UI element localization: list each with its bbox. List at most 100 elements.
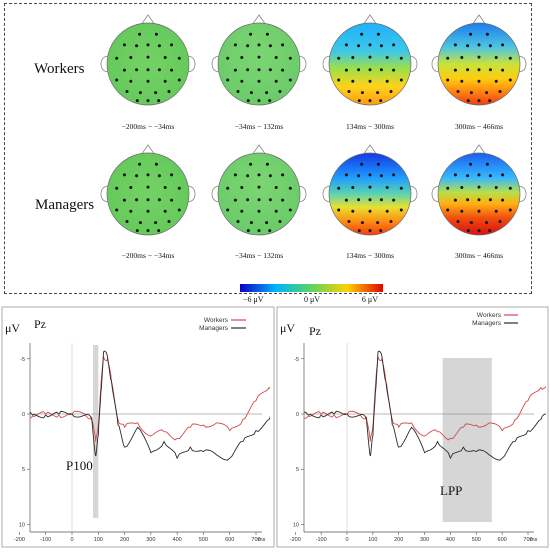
nose-icon <box>362 144 378 156</box>
electrode-dot <box>268 68 272 72</box>
ear-right-icon <box>187 185 196 203</box>
electrode-dot <box>265 221 269 225</box>
topomap-managers-2 <box>211 144 307 236</box>
electrode-dot <box>376 32 380 36</box>
electrode-dot <box>265 162 269 166</box>
caption-workers-1: −200ms − −34ms <box>122 122 175 131</box>
electrode-dot <box>170 173 174 177</box>
electrode-dot <box>368 209 372 213</box>
electrode-dot <box>368 229 372 233</box>
topomap-workers-1 <box>100 14 196 106</box>
electrode-dot <box>485 221 489 225</box>
electrode-dot <box>157 174 161 178</box>
x-tick-label: -100 <box>316 537 327 543</box>
electrode-dot <box>466 198 470 202</box>
colorbar <box>240 284 383 292</box>
right-channel-label: Pz <box>309 324 321 338</box>
x-unit-label: ms <box>530 537 538 543</box>
electrode-dot <box>376 221 380 225</box>
caption-managers-1: −200ms − −34ms <box>122 251 175 260</box>
legend-left-managers-label: Managers <box>199 325 229 332</box>
electrode-dot <box>246 229 250 233</box>
electrode-dot <box>399 78 403 82</box>
electrode-dot <box>357 44 361 48</box>
caption-managers-4: 300ms − 466ms <box>455 251 503 260</box>
electrode-dot <box>368 173 372 177</box>
erp-panel-right-frame <box>276 306 549 548</box>
ear-left-icon <box>211 55 220 73</box>
electrode-dot <box>379 68 383 72</box>
electrode-dot <box>146 198 150 202</box>
electrode-dot <box>278 220 282 223</box>
scalp-map <box>217 152 301 236</box>
electrode-dot <box>233 198 237 202</box>
electrode-dot <box>257 79 261 83</box>
electrode-dot <box>257 229 261 233</box>
topomap-workers-3 <box>322 14 418 106</box>
electrode-dot <box>146 79 150 83</box>
lpp-annotation: LPP <box>440 483 462 498</box>
electrode-dot <box>281 198 285 202</box>
electrode-dot <box>157 198 161 202</box>
nose-icon <box>471 144 487 156</box>
electrode-dot <box>135 44 139 48</box>
x-tick-label: -200 <box>290 537 301 543</box>
electrode-dot <box>167 90 171 93</box>
electrode-dot <box>274 79 278 83</box>
electrode-dot <box>379 229 383 233</box>
electrode-dot <box>379 44 383 48</box>
electrode-dot <box>138 162 142 166</box>
right-y-unit: μV <box>280 321 295 335</box>
scalp-map <box>328 22 412 106</box>
electrode-dot <box>154 32 158 36</box>
erp-line-managers <box>30 350 270 461</box>
electrode-dot <box>501 173 505 177</box>
electrode-dot <box>466 68 470 72</box>
electrode-dot <box>246 174 250 178</box>
electrode-dot <box>246 99 250 103</box>
ear-left-icon <box>100 185 109 203</box>
electrode-dot <box>135 198 139 202</box>
electrode-dot <box>257 173 261 177</box>
electrode-dot <box>494 186 498 189</box>
electrode-dot <box>446 186 450 190</box>
topomap-grid <box>100 14 527 236</box>
caption-managers-3: 134ms − 300ms <box>346 251 394 260</box>
electrode-dot <box>508 56 512 60</box>
y-tick-label: 0 <box>296 412 299 418</box>
electrode-dot <box>453 43 457 47</box>
nose-icon <box>140 144 156 156</box>
electrode-dot <box>466 174 470 178</box>
electrode-dot <box>368 99 372 103</box>
electrode-dot <box>288 78 292 82</box>
electrode-dot <box>385 56 389 59</box>
y-tick-label: 10 <box>19 522 25 528</box>
row-label-workers: Workers <box>34 61 85 77</box>
x-tick-label: 700 <box>251 537 260 543</box>
electrode-dot <box>368 79 372 83</box>
electrode-dot <box>399 56 403 60</box>
electrode-dot <box>488 174 492 178</box>
y-tick-label: -5 <box>294 357 299 363</box>
electrode-dot <box>281 68 285 72</box>
highlight-window-p100 <box>93 345 99 518</box>
ear-right-icon <box>298 55 307 73</box>
electrode-dot <box>268 99 272 103</box>
electrode-dot <box>226 56 230 60</box>
colorbar-mid-label: 0 μV <box>304 295 320 304</box>
electrode-dot <box>368 68 372 72</box>
electrode-dot <box>357 99 361 103</box>
electrode-dot <box>122 68 126 72</box>
electrode-dot <box>163 186 167 189</box>
nose-icon <box>140 14 156 26</box>
electrode-dot <box>344 198 348 202</box>
electrode-dot <box>477 209 481 213</box>
electrode-dot <box>115 56 119 60</box>
electrode-dot <box>501 68 505 72</box>
x-tick-label: 300 <box>146 537 155 543</box>
electrode-dot <box>488 99 492 103</box>
electrode-dot <box>392 68 396 72</box>
electrode-dot <box>257 68 261 72</box>
electrode-dot <box>488 68 492 72</box>
topomap-frame <box>4 3 532 294</box>
